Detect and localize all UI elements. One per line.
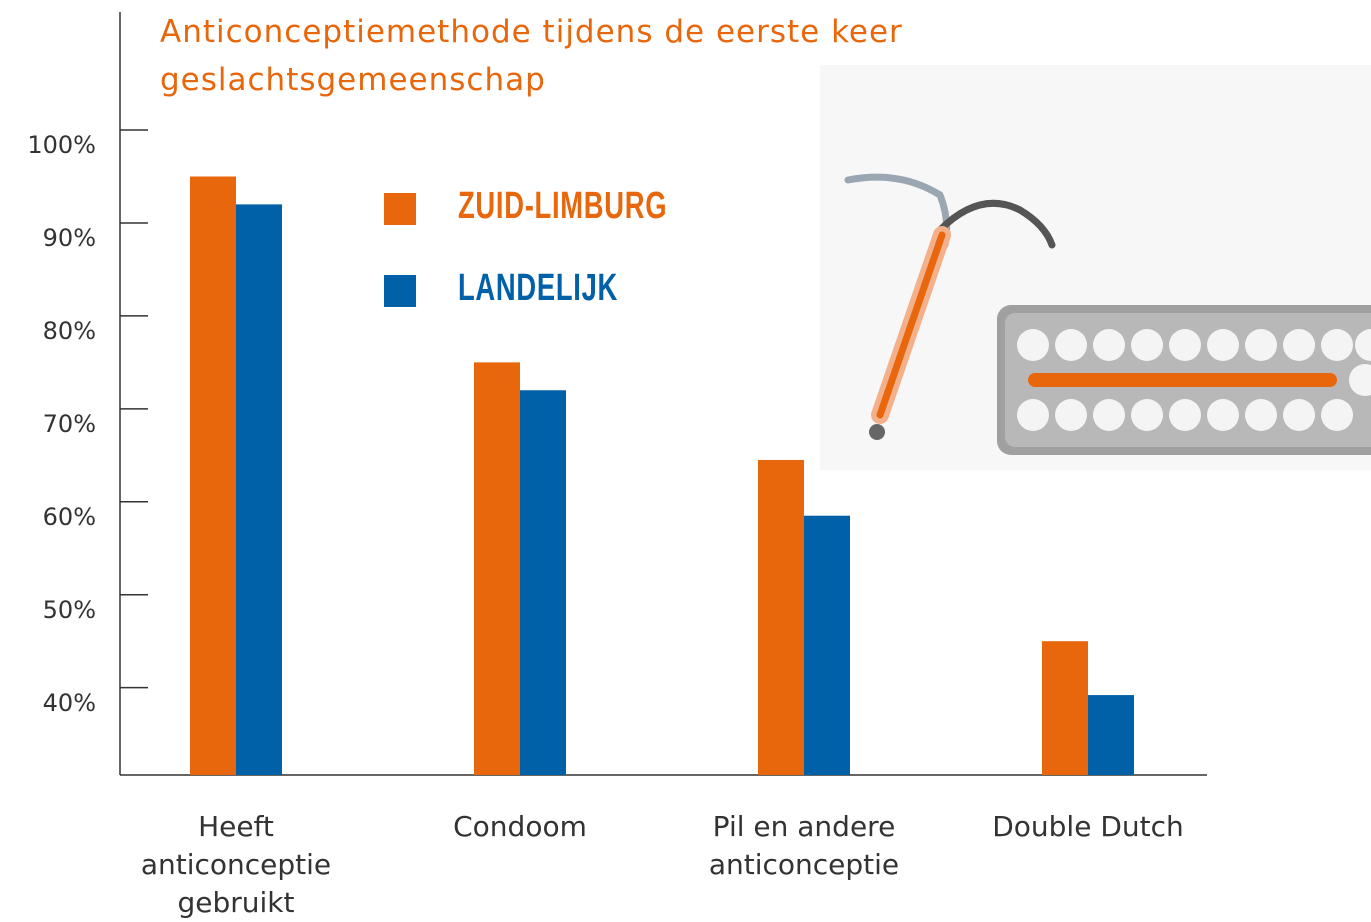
y-tick-label: 70% — [0, 410, 96, 438]
bar — [190, 176, 236, 775]
bar — [1042, 641, 1088, 775]
legend-label: LANDELIJK — [458, 267, 618, 310]
y-tick-label: 60% — [0, 503, 96, 531]
bar — [1088, 695, 1134, 775]
page: {"chart_data": {"type": "bar", "title": … — [0, 0, 1371, 915]
chart-title: Anticonceptiemethode tijdens de eerste k… — [160, 8, 960, 104]
y-tick-label: 100% — [0, 131, 96, 159]
y-tick-label: 50% — [0, 596, 96, 624]
x-tick-label: Condoom — [410, 808, 630, 846]
y-tick-label: 90% — [0, 224, 96, 252]
y-tick-label: 40% — [0, 689, 96, 717]
bar — [520, 390, 566, 775]
x-tick-label: Double Dutch — [978, 808, 1198, 846]
bar — [758, 460, 804, 775]
x-tick-label: Heeft anticonceptie gebruikt — [126, 808, 346, 922]
bar — [236, 204, 282, 775]
chart — [0, 0, 1371, 915]
y-tick-label: 80% — [0, 317, 96, 345]
pill-strip-illustration — [997, 305, 1371, 455]
legend-swatch — [384, 275, 416, 307]
x-tick-label: Pil en andere anticonceptie — [694, 808, 914, 884]
bar — [474, 362, 520, 775]
legend-swatch — [384, 193, 416, 225]
legend-label: ZUID-LIMBURG — [458, 185, 667, 228]
bar — [804, 516, 850, 775]
